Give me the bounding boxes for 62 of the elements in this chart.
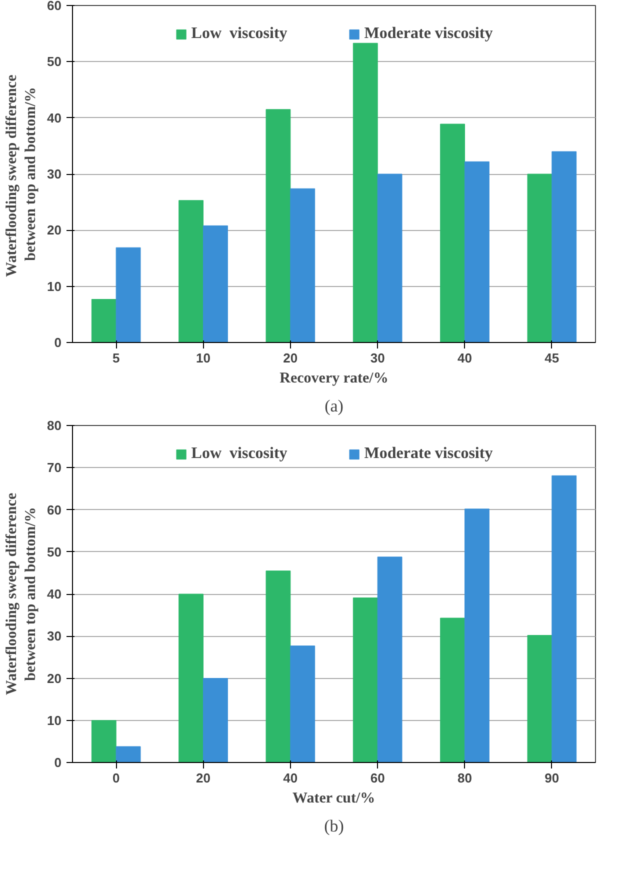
x-tick-label: 45 [544, 350, 560, 366]
y-axis-title: Waterflooding sweep difference between top and bottom/% [4, 492, 40, 696]
y-tick-label: 50 [47, 54, 62, 70]
x-axis-title: Recovery rate/% [280, 370, 388, 386]
bar [178, 200, 204, 342]
y-tick-label: 40 [47, 110, 62, 126]
bar [377, 174, 402, 342]
x-tick-label: 60 [370, 770, 385, 786]
bar [464, 161, 490, 342]
bar [290, 646, 316, 762]
bar [440, 124, 465, 342]
x-tick-label: 80 [458, 770, 472, 786]
bar [266, 570, 291, 762]
x-tick-label: 10 [196, 350, 210, 366]
bar [290, 188, 316, 342]
x-tick-label: 90 [544, 770, 560, 786]
y-tick-label: 70 [47, 460, 62, 476]
x-tick-label: 30 [370, 350, 385, 366]
y-axis-title: Waterflooding sweep difference between top and bottom/% [4, 74, 40, 277]
legend-label: Low viscosity [191, 25, 288, 43]
y-tick-label: 30 [47, 628, 62, 644]
y-tick-label: 60 [47, 0, 62, 13]
bar [377, 556, 402, 762]
y-tick-label: 0 [54, 755, 62, 770]
bar [352, 598, 378, 762]
y-tick-label: 80 [47, 418, 62, 433]
x-tick-label: 0 [112, 770, 120, 786]
bar [552, 151, 577, 342]
bar [178, 594, 204, 762]
legend-label: Moderate viscosity [364, 445, 493, 463]
bar [91, 299, 116, 342]
bar [203, 678, 228, 762]
legend-label: Low viscosity [191, 445, 288, 463]
x-axis-title: Water cut/% [292, 790, 376, 806]
y-tick-label: 20 [47, 222, 62, 238]
x-tick-label: 40 [283, 770, 298, 786]
y-tick-label: 40 [47, 586, 62, 602]
y-tick-label: 30 [47, 166, 62, 182]
bar [203, 225, 228, 342]
text: (a) [324, 396, 344, 416]
y-tick-label: 20 [47, 670, 62, 686]
x-tick-label: 20 [283, 350, 298, 366]
bar [464, 508, 490, 762]
bar [91, 720, 116, 762]
text: (b) [324, 816, 344, 836]
y-tick-label: 60 [47, 502, 62, 518]
x-tick-label: 5 [112, 350, 120, 366]
bar [552, 475, 577, 762]
bar [266, 109, 291, 342]
bar [527, 635, 552, 762]
bar [352, 42, 378, 342]
bar [116, 746, 141, 762]
legend-label: Moderate viscosity [364, 25, 493, 43]
y-tick-label: 10 [47, 278, 62, 294]
y-tick-label: 0 [54, 335, 62, 350]
bar [116, 247, 141, 342]
x-tick-label: 40 [458, 350, 472, 366]
y-tick-label: 10 [47, 712, 62, 728]
bar [440, 618, 465, 762]
bar [527, 174, 552, 342]
x-tick-label: 20 [196, 770, 210, 786]
y-tick-label: 50 [47, 544, 62, 560]
